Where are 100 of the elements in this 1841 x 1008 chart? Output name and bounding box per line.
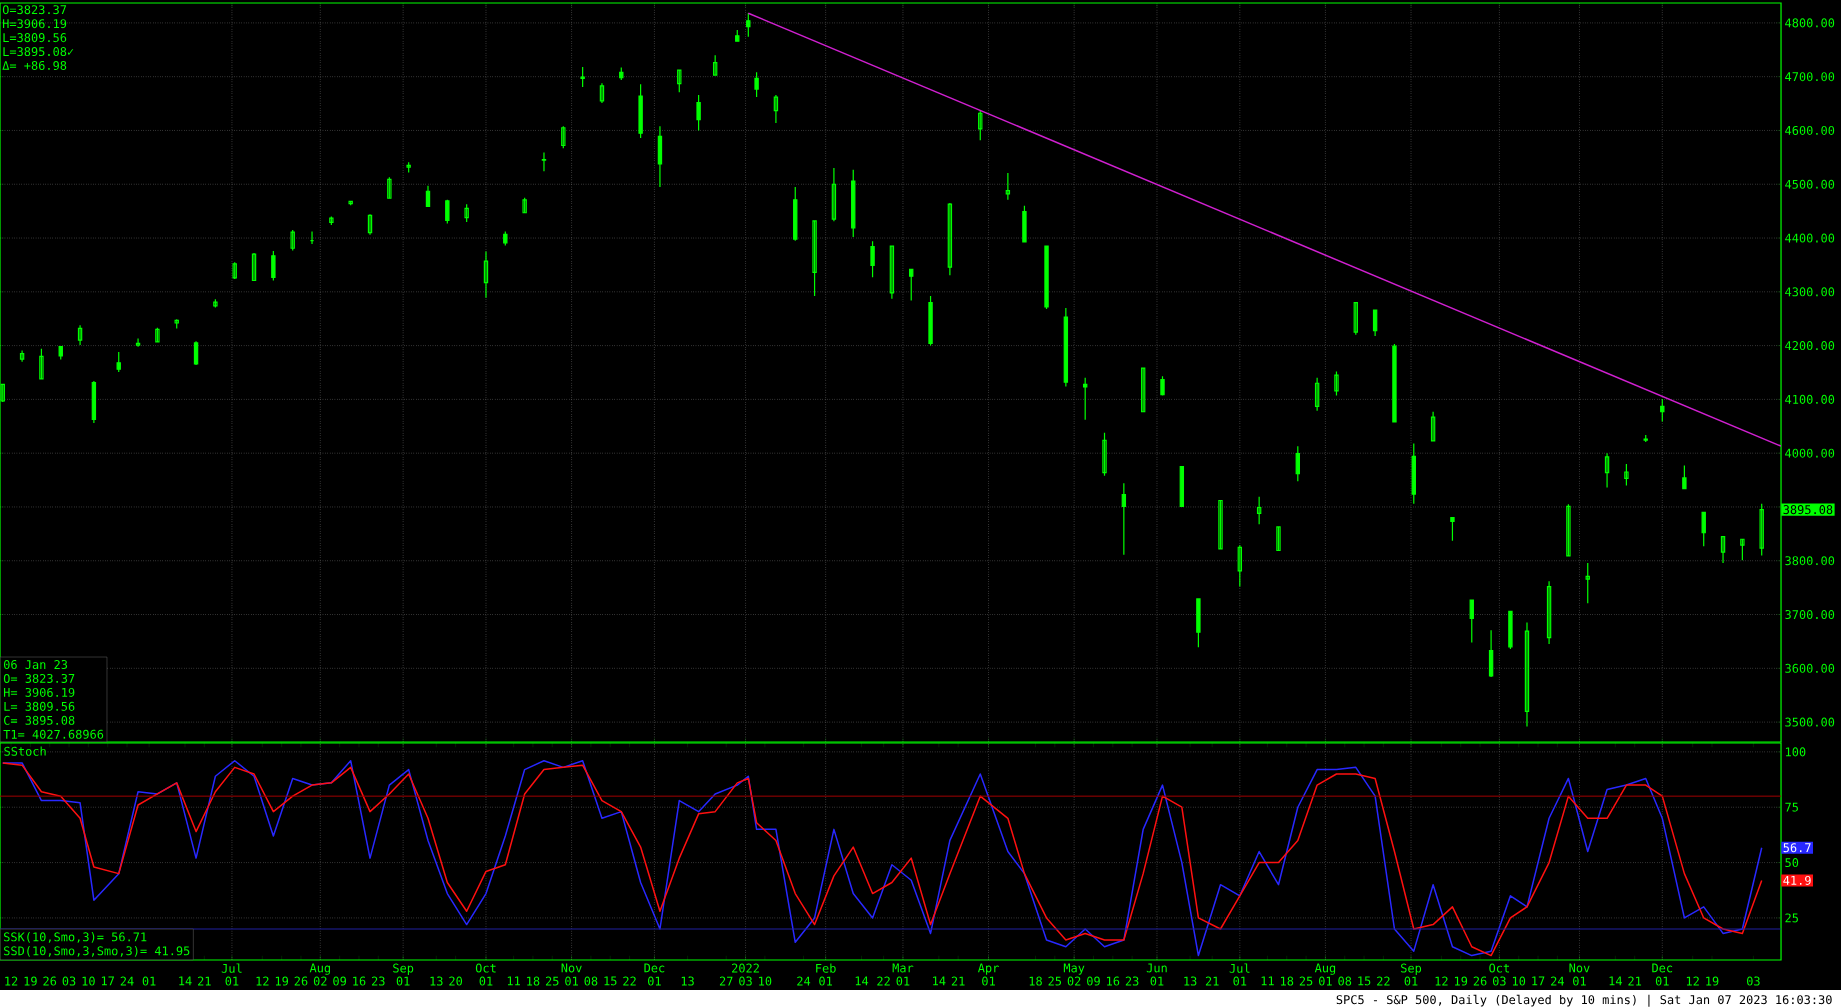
y-tick-label: 3600.00 xyxy=(1785,663,1835,673)
x-tick-label: 03 xyxy=(1492,976,1506,986)
candlestick xyxy=(978,109,983,141)
x-tick-label: 01 xyxy=(648,976,661,986)
x2-tick-label: Jun xyxy=(1146,963,1167,973)
candlestick xyxy=(213,298,218,309)
x-tick-label: 21 xyxy=(1628,976,1642,986)
x-tick-label: 14 xyxy=(1609,976,1622,986)
candlestick xyxy=(116,351,121,373)
x-tick-label: 22 xyxy=(1377,976,1390,986)
candlestick xyxy=(1720,535,1726,564)
candlestick xyxy=(1488,629,1494,678)
annotation: L=3809.56 xyxy=(3,33,67,43)
candlestick xyxy=(1682,464,1687,490)
candlestick xyxy=(58,345,63,361)
x-tick-label: 11 xyxy=(507,976,520,986)
candlestick xyxy=(1566,503,1571,557)
candlestick xyxy=(696,94,701,132)
candlestick xyxy=(1256,496,1262,525)
x-tick-label: 03 xyxy=(62,976,76,986)
candlestick xyxy=(831,167,837,222)
x-tick-label: 13 xyxy=(681,976,694,986)
candlestick xyxy=(1160,375,1165,397)
candlestick xyxy=(735,29,740,43)
x-tick-label: 17 xyxy=(101,976,114,986)
annotation: C= 3895.08 xyxy=(4,715,75,725)
y-tick-label: 4800.00 xyxy=(1785,18,1835,28)
y-tick-label: 4000.00 xyxy=(1785,448,1835,458)
candlestick xyxy=(677,69,682,93)
y-tick-label: 4100.00 xyxy=(1785,394,1835,404)
candlestick xyxy=(619,66,624,81)
x-tick-label: 17 xyxy=(1532,976,1545,986)
candlestick xyxy=(329,215,334,226)
candlestick xyxy=(1372,309,1378,337)
annotation: O=3823.37 xyxy=(2,5,67,15)
x2-tick-label: Oct xyxy=(1489,963,1509,973)
candlestick xyxy=(348,200,353,206)
x-tick-label: 27 xyxy=(719,976,733,986)
x-tick-label: 12 xyxy=(256,976,269,986)
candlestick xyxy=(1660,398,1665,423)
x-tick-label: 26 xyxy=(294,976,308,986)
x-tick-label: 18 xyxy=(1029,976,1042,986)
candlestick xyxy=(232,261,237,280)
candlestick xyxy=(445,199,450,225)
x-tick-label: 01 xyxy=(1573,976,1586,986)
x-tick-label: 19 xyxy=(1454,976,1468,986)
x-tick-label: 14 xyxy=(179,976,192,986)
annotation: SSK(10,Smo,3)= 56.71 xyxy=(4,932,147,943)
candlestick xyxy=(1508,610,1513,650)
candlestick xyxy=(1624,463,1629,487)
x-tick-label: 01 xyxy=(1150,976,1164,986)
candlestick xyxy=(657,125,663,188)
x-tick-label: 14 xyxy=(855,976,869,986)
x-tick-label: 01 xyxy=(819,976,833,986)
x-tick-label: 12 xyxy=(5,976,18,986)
text: 41.9 xyxy=(1783,875,1811,885)
x-tick-label: 01 xyxy=(982,976,995,986)
candlestick xyxy=(1604,452,1610,489)
x-tick-label: 16 xyxy=(353,976,366,986)
y-tick-label: 100 xyxy=(1785,747,1806,757)
x-tick-label: 19 xyxy=(275,976,289,986)
x-tick-label: 25 xyxy=(1048,976,1062,986)
candlestick xyxy=(309,230,315,245)
x-tick-label: 01 xyxy=(896,976,910,986)
candlestick xyxy=(483,250,489,299)
annotation: T1= 4027.68966 xyxy=(3,729,104,739)
candlestick xyxy=(812,220,817,297)
x-tick-label: 14 xyxy=(933,976,946,986)
x-tick-label: 01 xyxy=(396,976,410,986)
y-tick-label: 50 xyxy=(1785,858,1799,868)
y-tick-label: 3700.00 xyxy=(1785,610,1835,620)
candlestick xyxy=(174,318,179,329)
candlestick xyxy=(1044,245,1049,310)
x-tick-label: 15 xyxy=(604,976,617,986)
candlestick xyxy=(580,66,585,88)
x2-tick-label: Mar xyxy=(892,963,914,973)
x-tick-label: 02 xyxy=(313,976,327,986)
annotation: Δ= +86.98 xyxy=(2,60,67,71)
x2-tick-label: Sep xyxy=(1401,963,1422,975)
x2-tick-label: Oct xyxy=(475,963,496,973)
y-tick-label: 25 xyxy=(1785,913,1798,923)
y-tick-label: 4600.00 xyxy=(1785,125,1835,135)
x-tick-label: 03 xyxy=(1747,976,1760,986)
x-tick-label: 03 xyxy=(739,976,752,986)
x-tick-label: 11 xyxy=(1261,976,1274,986)
x2-tick-label: Aug xyxy=(1314,963,1336,975)
x-tick-label: 08 xyxy=(584,976,598,986)
x-tick-label: 19 xyxy=(24,976,37,986)
candlestick xyxy=(541,151,547,172)
candlestick xyxy=(503,230,508,247)
text: SPC5 - S&P 500, Daily (Delayed by 10 mins) | Sat Jan 07 2023 16:03:30 xyxy=(1336,994,1832,1007)
candlestick xyxy=(1196,598,1201,648)
x-tick-label: 10 xyxy=(1512,976,1526,986)
x-tick-label: 19 xyxy=(1706,976,1719,986)
candlestick xyxy=(638,83,643,139)
candlestick xyxy=(773,94,779,124)
x-tick-label: 21 xyxy=(951,976,965,986)
text: 56.7 xyxy=(1783,843,1811,853)
x2-tick-label: Sep xyxy=(393,963,414,975)
x-tick-label: 13 xyxy=(1184,976,1197,986)
